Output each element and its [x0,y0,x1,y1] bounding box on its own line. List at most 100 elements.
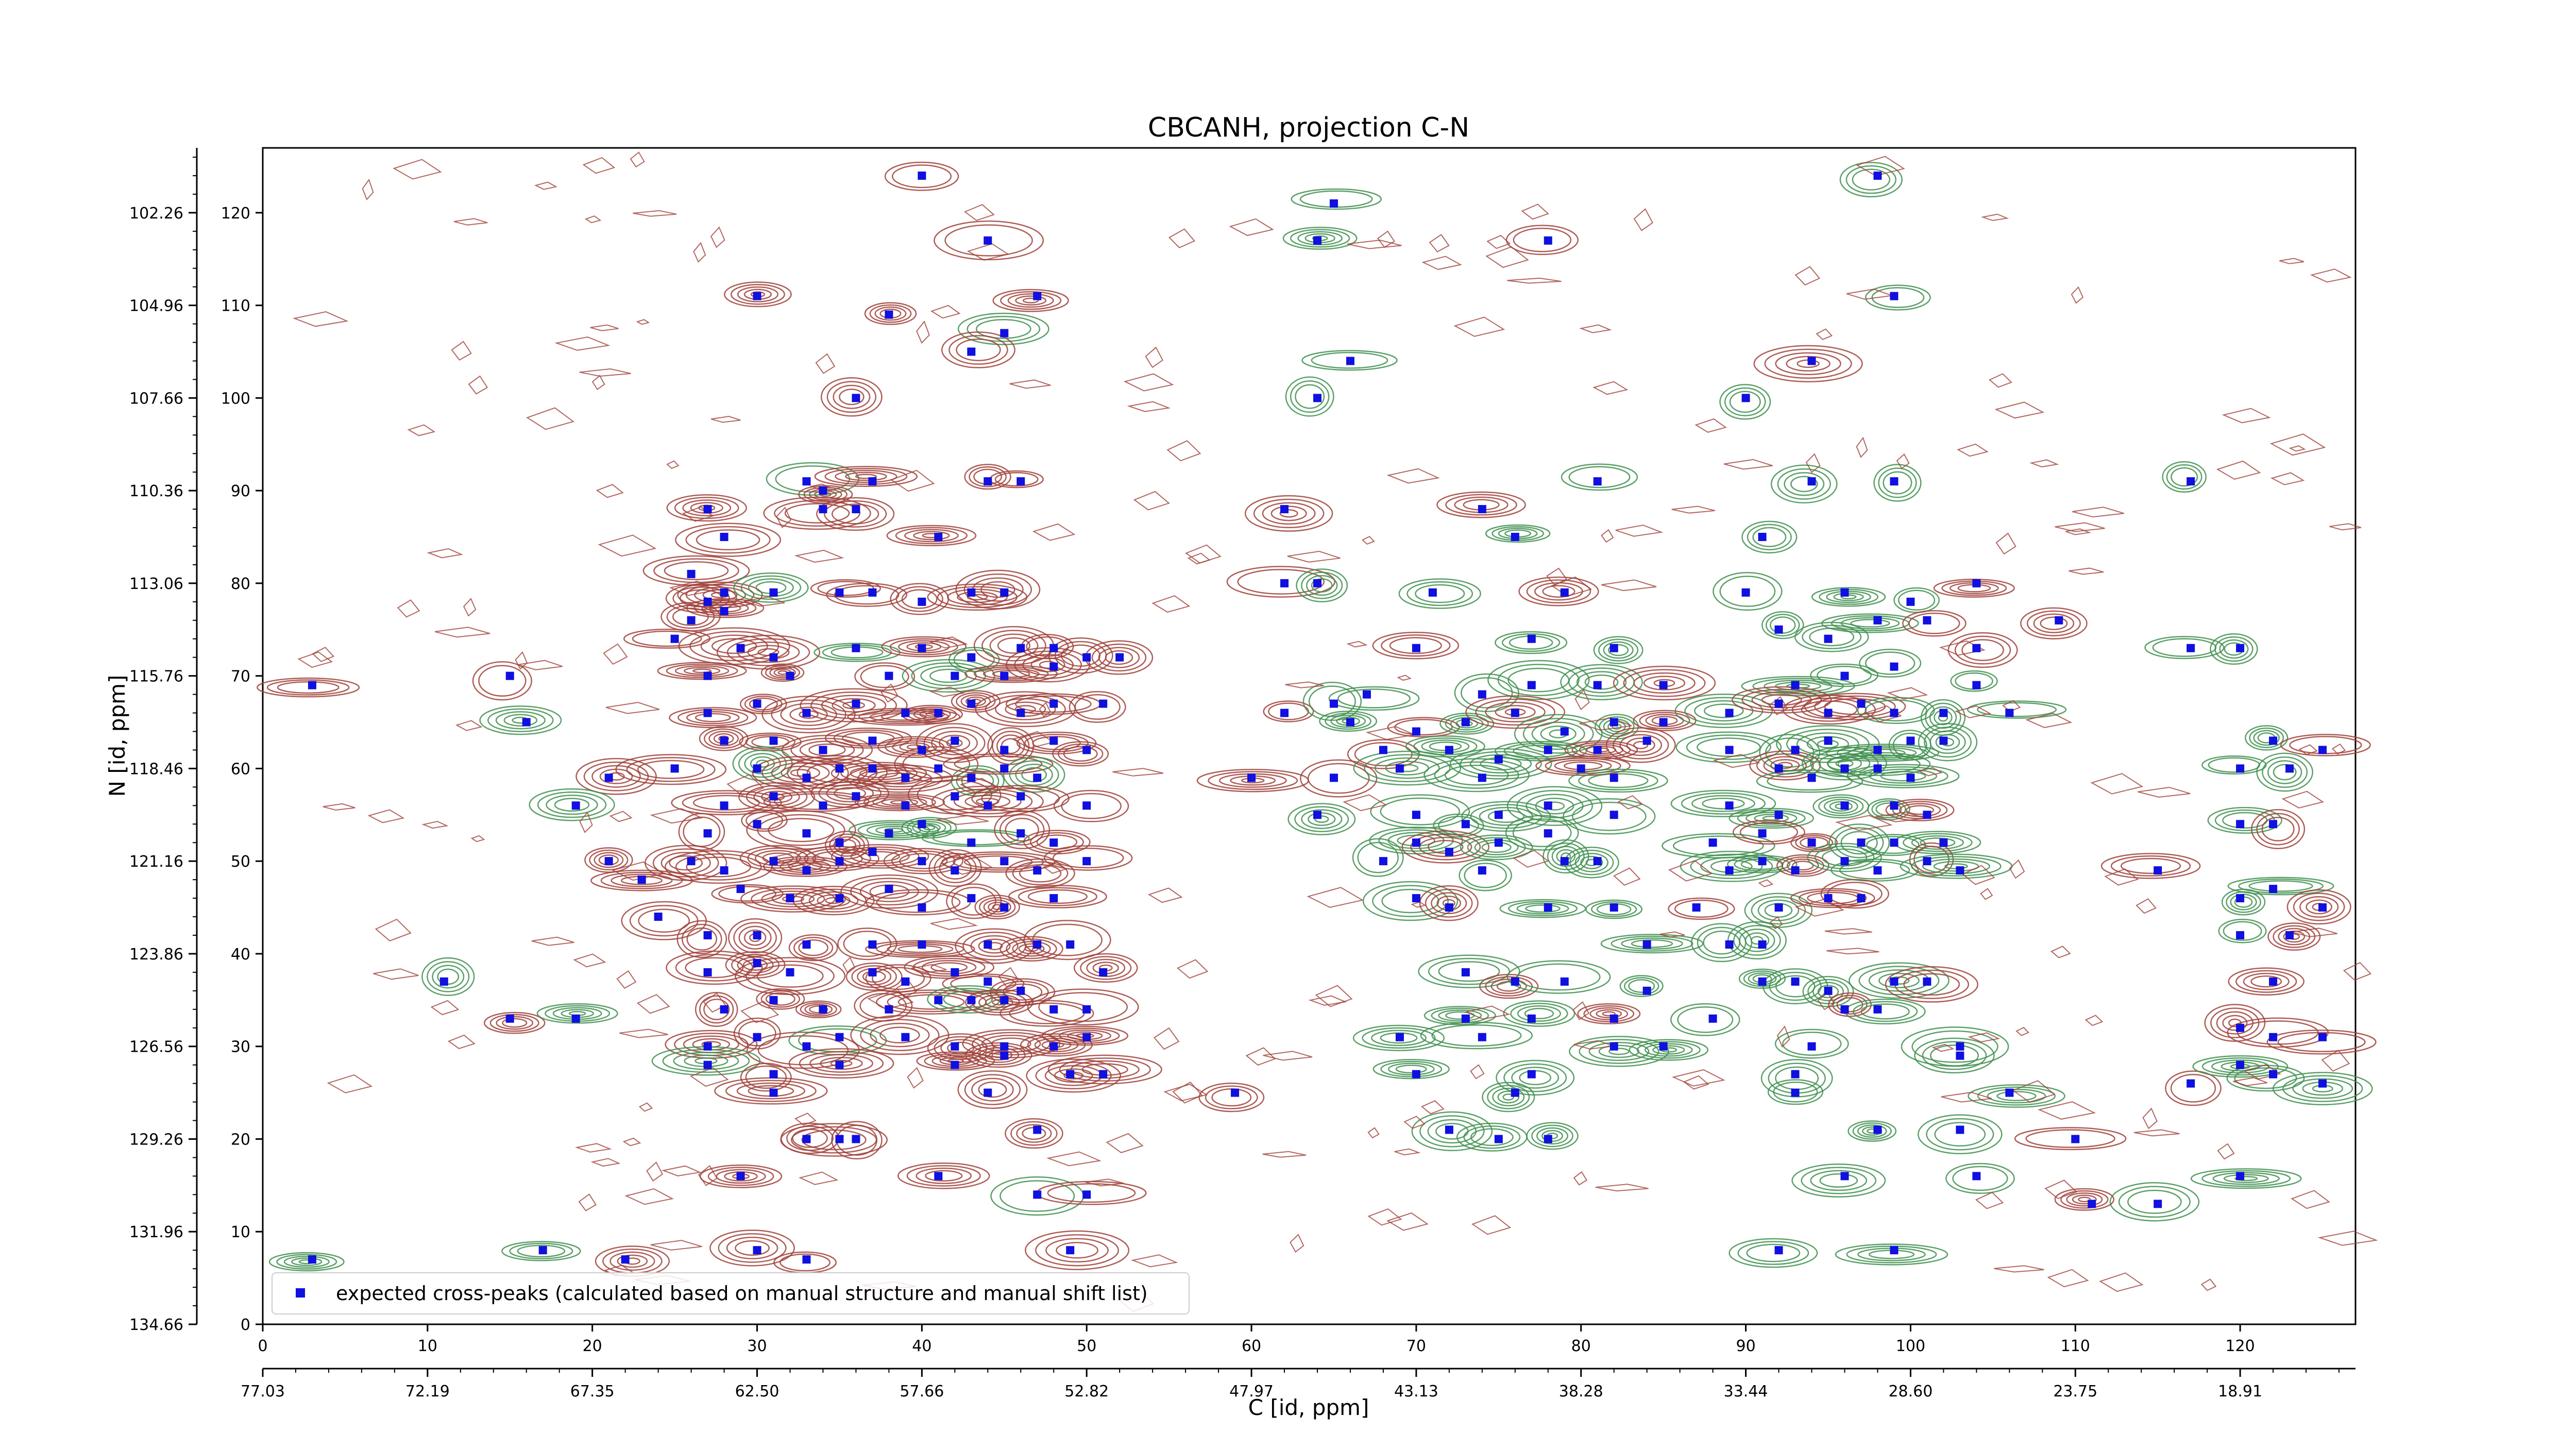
cross-peak-point [819,1005,827,1014]
contour-ring [747,645,790,660]
contour-ring [2253,730,2280,746]
cross-peak-point [967,838,976,847]
contour-ring [2292,1078,2353,1099]
legend-label: expected cross-peaks (calculated based o… [336,1282,1148,1305]
noise-contour [1713,754,1761,768]
cross-peak-point [1082,653,1091,662]
cross-peak-point [1099,1070,1108,1079]
contour-ring [766,462,860,496]
cross-peak-point [918,903,926,912]
contour-ring [726,1237,778,1259]
noise-contour [1579,717,1632,731]
contour-ring [1518,576,1599,606]
cross-peak-point [918,597,926,606]
noise-contour [1856,436,1868,458]
contour-ring [2234,1176,2258,1182]
plot-area [257,147,2378,1325]
contour-ring [1935,734,1960,750]
contour-ring [1514,714,1603,754]
noise-contour [1961,865,1995,885]
contour-ring [1205,1085,1258,1109]
contour-ring [1431,1024,1522,1047]
contour-ring [809,1005,828,1014]
contour-ring [2212,1172,2280,1185]
contour-ring [2262,756,2308,788]
cross-peak-point [2005,709,2014,717]
noise-contour [636,994,670,1014]
noise-contour [964,204,995,221]
cross-peak-point [753,1246,761,1255]
contour-ring [2166,464,2202,490]
contour-ring [1858,766,1948,786]
cross-peak-point [1890,977,1899,986]
contour-ring [1784,472,1825,496]
y-id-tick-label: 0 [241,1316,250,1334]
contour-ring [757,648,779,656]
contour-ring [981,630,1046,662]
noise-contour [2343,962,2372,981]
contour-ring [1419,836,1472,857]
contour-ring [771,893,815,905]
contour-ring [809,1054,873,1073]
noise-contour [1994,1265,2044,1273]
x-id-tick-label: 20 [583,1337,602,1355]
contour-ring [1531,721,1585,746]
contour-ring [686,598,765,618]
noise-contour [2200,1278,2217,1291]
noise-contour [911,964,947,973]
cross-peak-point [703,968,712,976]
contour-ring [810,778,889,808]
cross-peak-point [852,699,860,708]
noise-contour [1346,641,1368,648]
contour-ring [1301,350,1398,371]
contour-ring [682,792,771,813]
contour-ring [1590,901,1637,917]
contour-ring [1804,693,1906,720]
contour-ring [1691,795,1755,812]
cross-peak-point [819,486,827,495]
contour-ring [1003,756,1065,793]
cross-peak-point [951,968,959,976]
contour-ring [1598,1044,1640,1058]
contour-ring [938,734,971,752]
contour-ring [2165,1070,2222,1106]
noise-contour [1572,1001,1590,1020]
contour-ring [675,523,782,557]
contour-ring [1287,803,1356,835]
cross-peak-point [819,505,827,514]
noise-contour [578,1193,597,1211]
contour-ring [2245,725,2289,751]
contour-ring [1526,579,1591,603]
contour-ring [928,849,982,887]
cross-peak-point [1840,764,1849,773]
noise-contour [693,242,706,263]
contour-ring [850,849,910,864]
contour-ring [826,784,874,803]
contour-ring [1506,786,1603,826]
contour-ring [652,848,719,878]
x-id-tick-label: 30 [747,1337,767,1355]
contour-ring [1950,670,1998,692]
cross-peak-point [753,820,761,829]
contour-ring [820,1057,863,1070]
contour-ring [2306,899,2332,915]
cross-peak-point [1923,857,1931,866]
contour-ring [978,1081,1007,1098]
cross-peak-point [736,1172,745,1181]
contour-ring [745,1065,787,1089]
contour-ring [1516,902,1569,915]
contour-ring [800,1002,837,1017]
contour-ring [1613,731,1669,760]
noise-contour [2281,790,2325,808]
contour-ring [1633,672,1696,694]
contour-ring [1817,666,1872,685]
noise-contour [534,181,557,190]
noise-contour [682,506,714,522]
contour-ring [1869,768,1938,784]
contour-ring [666,494,747,522]
contour-ring [1961,639,2004,661]
noise-contour [930,305,961,319]
noise-contour [1145,346,1164,368]
contour-ring [686,927,718,951]
contour-ring [1738,968,1786,989]
